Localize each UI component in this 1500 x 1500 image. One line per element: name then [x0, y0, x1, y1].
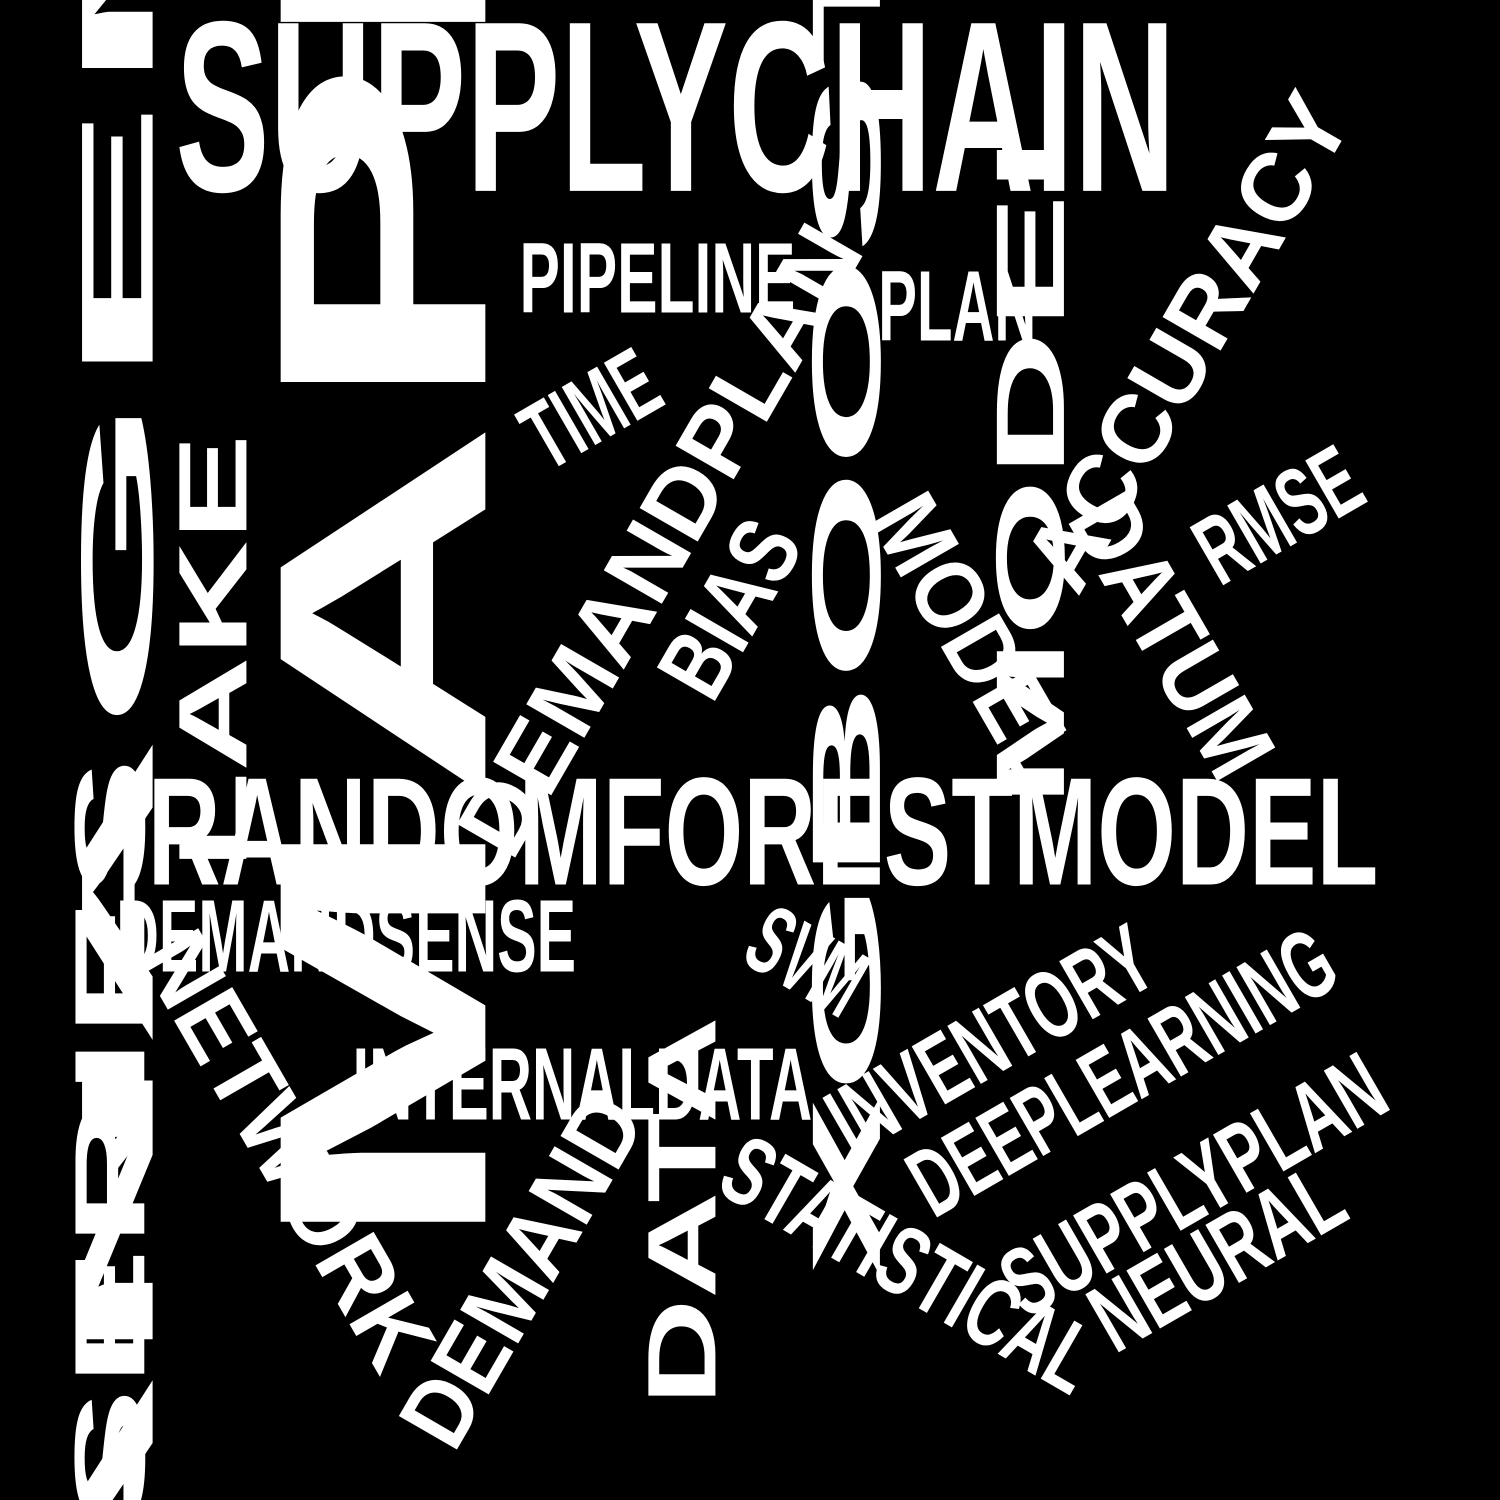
word-management: MANAGEMENT: [60, 0, 174, 1500]
word-demandsense: DEMANDSENSE: [116, 879, 576, 994]
word-xgboost: XGBOOST: [791, 0, 901, 1278]
word-lake: LAKE: [158, 434, 268, 870]
word-model-vertical: MODEL: [975, 67, 1085, 809]
word-internaldata: INTERNALDATA: [352, 1027, 812, 1142]
word-plan: PLAN: [878, 250, 1036, 362]
word-pipeline: PIPELINE: [519, 222, 795, 334]
word-randomforestmodel: RANDOMFORESTMODEL: [147, 746, 1379, 918]
word-series: SERIES: [54, 757, 166, 1500]
word-mape: MAPE: [216, 0, 549, 1259]
word-supplychain: SUPPLYCHAIN: [175, 0, 1177, 244]
word-rmse: RMSE: [1175, 424, 1381, 606]
